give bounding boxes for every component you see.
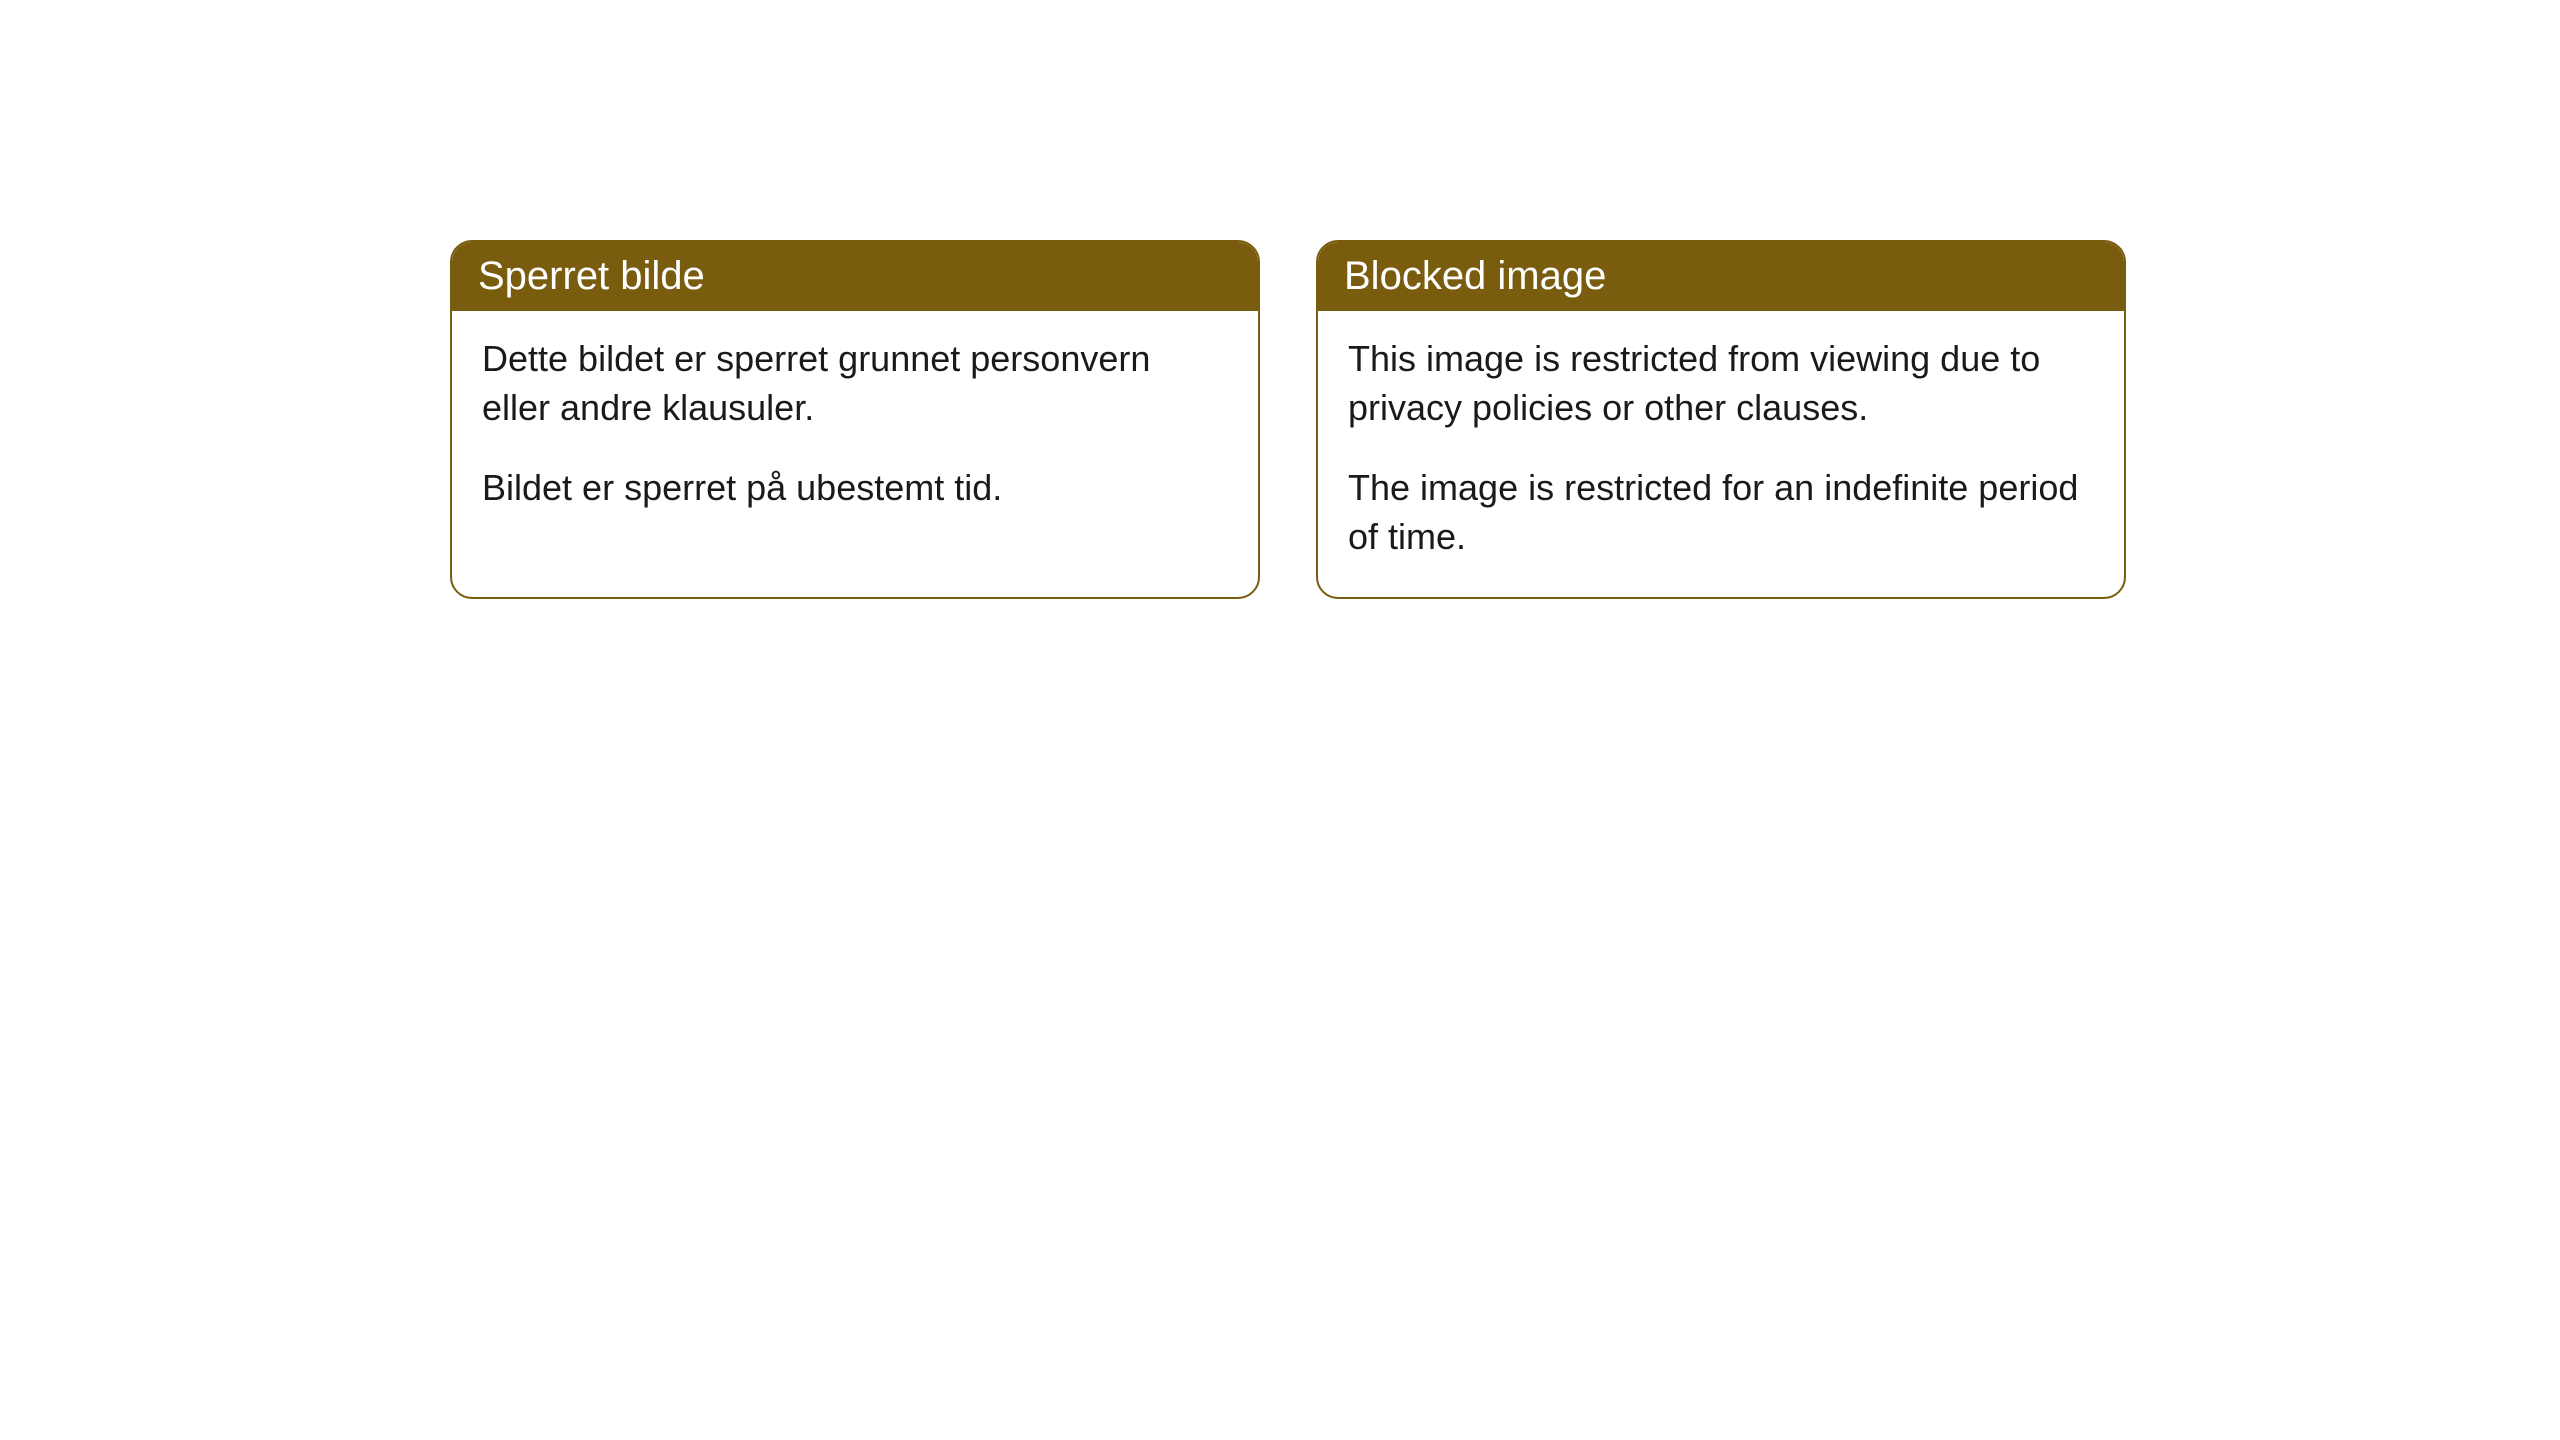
card-title: Sperret bilde [478,254,705,298]
card-title: Blocked image [1344,254,1606,298]
card-header: Blocked image [1318,242,2124,311]
blocked-image-card-english: Blocked image This image is restricted f… [1316,240,2126,599]
notice-cards-container: Sperret bilde Dette bildet er sperret gr… [0,0,2560,599]
card-paragraph: This image is restricted from viewing du… [1348,335,2094,432]
card-header: Sperret bilde [452,242,1258,311]
card-paragraph: Bildet er sperret på ubestemt tid. [482,464,1228,513]
card-body: This image is restricted from viewing du… [1318,311,2124,597]
blocked-image-card-norwegian: Sperret bilde Dette bildet er sperret gr… [450,240,1260,599]
card-body: Dette bildet er sperret grunnet personve… [452,311,1258,549]
card-paragraph: Dette bildet er sperret grunnet personve… [482,335,1228,432]
card-paragraph: The image is restricted for an indefinit… [1348,464,2094,561]
